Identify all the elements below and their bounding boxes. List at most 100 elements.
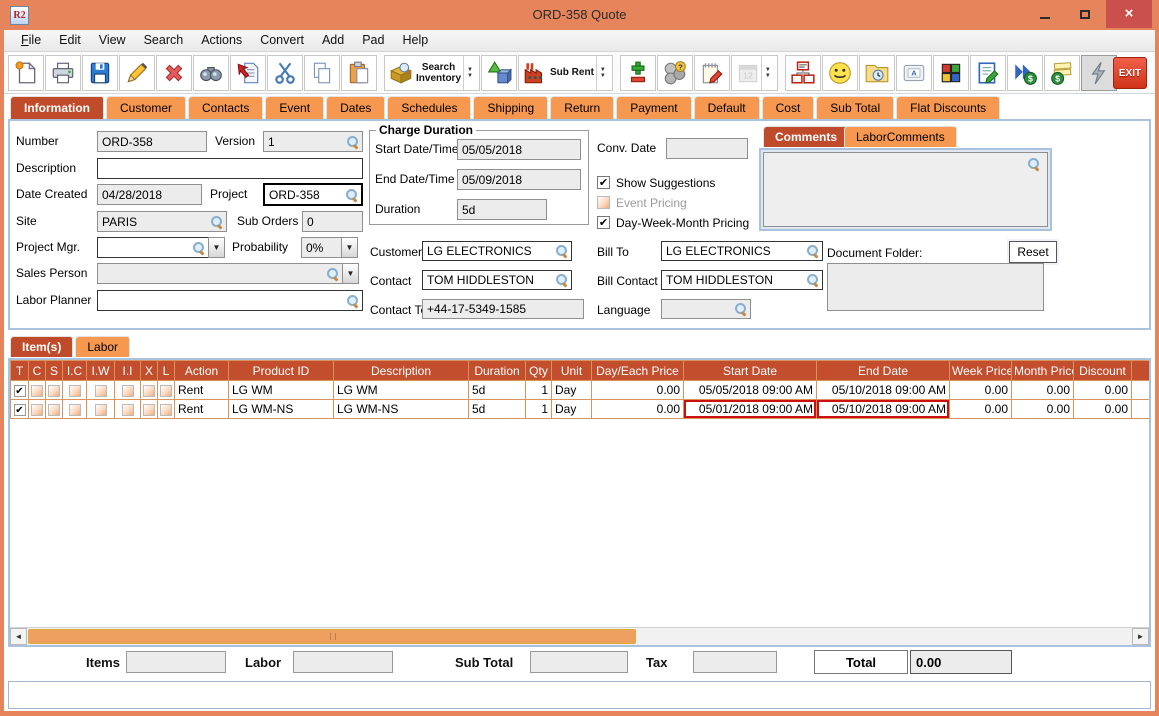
cell-month-price[interactable]: 0.00 [1011,380,1074,400]
duration-field[interactable]: 5d [457,199,547,220]
scrollbar-thumb[interactable] [28,629,636,644]
save-button[interactable] [82,54,118,91]
labor-total-field[interactable] [293,651,393,673]
menu-pad[interactable]: Pad [362,33,385,47]
subtotal-field[interactable] [530,651,628,673]
tab-default[interactable]: Default [693,96,760,119]
comments-lookup-icon[interactable] [1027,157,1041,171]
tab-return[interactable]: Return [550,96,615,119]
tab-information[interactable]: Information [10,96,104,119]
menu-file[interactable]: File [21,33,42,47]
tab-sub-total[interactable]: Sub Total [816,96,895,119]
tab-payment[interactable]: Payment [616,96,692,119]
items-total-field[interactable] [126,651,226,673]
description-field[interactable] [97,158,363,179]
sub-orders-field[interactable]: 0 [302,211,363,232]
search-button[interactable] [193,54,229,91]
print-button[interactable] [45,54,81,91]
cell-unit[interactable]: Day [551,380,592,400]
flag-x-checkbox[interactable] [143,403,155,416]
document-folder-box[interactable] [827,263,1044,311]
cell-start-date[interactable]: 05/05/2018 09:00 AM [683,380,817,400]
flag-t-checkbox[interactable]: ✔ [13,384,26,397]
search-inventory-dropdown[interactable]: ▼ ▼ [463,55,476,90]
menu-view[interactable]: View [98,33,126,47]
group-query-button[interactable]: ? [656,54,693,91]
cell-start-date-highlighted[interactable]: 05/01/2018 09:00 AM [683,399,817,419]
menu-help[interactable]: Help [402,33,429,47]
cell-month-price[interactable]: 0.00 [1011,399,1074,419]
flag-t-checkbox[interactable]: ✔ [13,403,26,416]
cell-description[interactable]: LG WM-NS [333,399,469,419]
titlebar[interactable]: R2 ORD-358 Quote × [0,0,1159,30]
menu-actions[interactable]: Actions [201,33,243,47]
color-blocks-button[interactable] [932,54,969,91]
language-field[interactable] [661,299,751,319]
customer-lookup-icon[interactable] [555,244,569,258]
flag-ii-checkbox[interactable] [121,384,134,397]
project-mgr-lookup-icon[interactable] [192,241,206,255]
cell-week-price[interactable]: 0.00 [949,380,1012,400]
comments-textarea[interactable] [763,152,1048,227]
flag-x-checkbox[interactable] [143,384,155,397]
lightning-button[interactable] [1080,54,1117,91]
cell-product-id[interactable]: LG WM [228,380,334,400]
bill-contact-lookup-icon[interactable] [806,273,820,287]
cell-product-id[interactable]: LG WM-NS [228,399,334,419]
sales-person-dropdown[interactable]: ▼ [342,263,359,284]
end-datetime-field[interactable]: 05/09/2018 [457,169,581,190]
horizontal-scrollbar[interactable]: ◄ ► [10,627,1149,645]
tab-customer[interactable]: Customer [106,96,187,119]
tab-labor-comments[interactable]: LaborComments [844,126,957,147]
sub-rent-button[interactable]: Sub Rent ▼ ▼ [518,54,613,91]
minimize-button[interactable] [1028,0,1062,28]
tab-contacts[interactable]: Contacts [188,96,264,119]
convert-shapes-button[interactable] [481,54,518,91]
cut-button[interactable] [267,54,303,91]
transfer-document-button[interactable] [230,54,266,91]
number-field[interactable]: ORD-358 [97,131,207,152]
cell-discount[interactable]: 0.00 [1073,399,1132,419]
cell-net[interactable] [1131,380,1149,400]
cell-unit[interactable]: Day [551,399,592,419]
cell-duration[interactable]: 5d [468,399,526,419]
keyboard-key-button[interactable]: A [895,54,932,91]
sub-rent-dropdown[interactable]: ▼ ▼ [595,55,609,90]
show-suggestions-checkbox[interactable]: ✔ [597,176,610,189]
flag-ic-checkbox[interactable] [68,384,81,397]
cell-net[interactable] [1131,399,1149,419]
flag-ii-checkbox[interactable] [121,403,134,416]
tab-flat-discounts[interactable]: Flat Discounts [896,96,1001,119]
conv-date-field[interactable] [666,138,748,159]
project-mgr-field[interactable] [97,237,209,258]
tab-cost[interactable]: Cost [761,96,815,119]
sales-person-field[interactable] [97,263,343,284]
flag-iw-checkbox[interactable] [94,403,107,416]
cell-action[interactable]: Rent [174,380,229,400]
edit-document-button[interactable] [969,54,1006,91]
contact-field[interactable]: TOM HIDDLESTON [422,270,572,290]
project-field[interactable]: ORD-358 [263,183,363,206]
copy-button[interactable] [304,54,340,91]
site-field[interactable]: PARIS [97,211,227,232]
paste-button[interactable] [341,54,377,91]
tab-schedules[interactable]: Schedules [387,96,472,119]
probability-dropdown[interactable]: ▼ [341,237,358,258]
version-lookup-icon[interactable] [346,135,360,149]
cell-qty[interactable]: 1 [525,380,552,400]
day-week-month-checkbox[interactable]: ✔ [597,216,610,229]
language-lookup-icon[interactable] [734,302,748,316]
contact-tel-field[interactable]: +44-17-5349-1585 [422,299,584,319]
flag-c-checkbox[interactable] [31,403,43,416]
send-money-button[interactable]: $ [1006,54,1043,91]
bill-to-field[interactable]: LG ELECTRONICS [661,241,823,261]
probability-field[interactable]: 0% [301,237,342,258]
menu-convert[interactable]: Convert [260,33,304,47]
edit-button[interactable] [119,54,155,91]
delete-button[interactable] [156,54,192,91]
flag-l-checkbox[interactable] [160,403,172,416]
flag-l-checkbox[interactable] [160,384,172,397]
cell-discount[interactable]: 0.00 [1073,380,1132,400]
money-notes-button[interactable]: $ [1043,54,1080,91]
cell-description[interactable]: LG WM [333,380,469,400]
